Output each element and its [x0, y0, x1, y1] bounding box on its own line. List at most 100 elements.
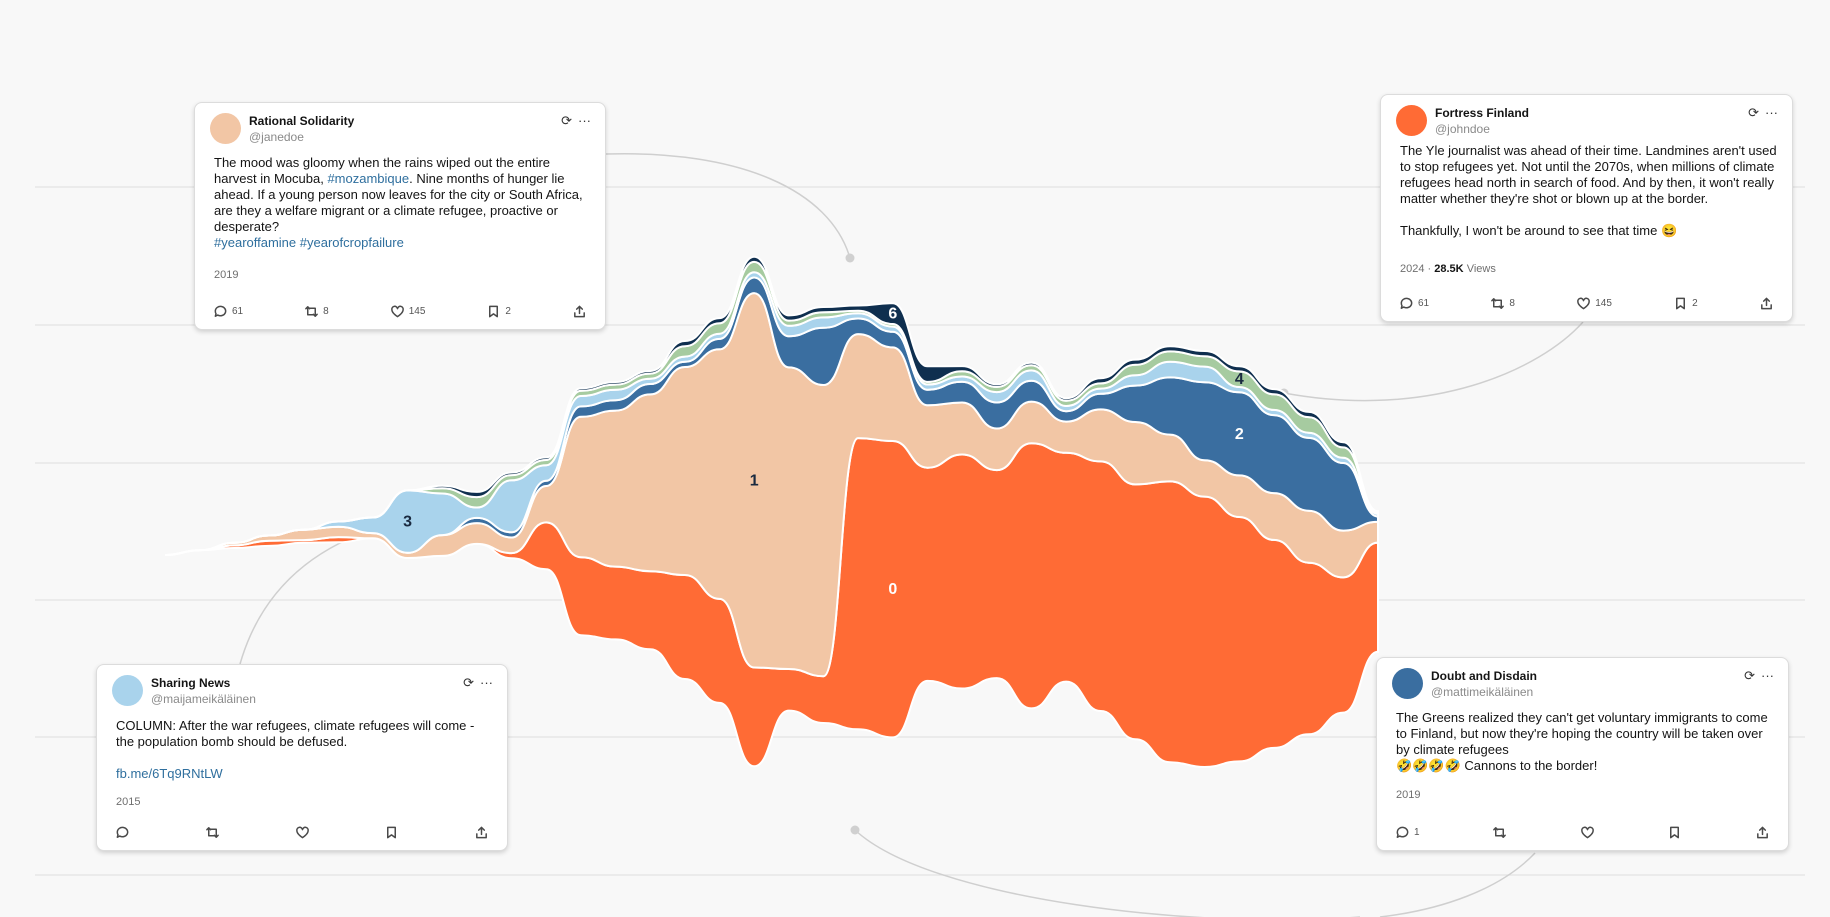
tweet-link[interactable]: fb.me/6Tq9RNtLW: [116, 766, 223, 781]
tweet-text-part: 🤣🤣🤣🤣 Cannons to the border!: [1396, 758, 1598, 773]
reply-icon: [214, 305, 227, 317]
share-icon: [1761, 297, 1772, 309]
retweet-count: 8: [1509, 297, 1515, 309]
tweet-paragraph: COLUMN: After the war refugees, climate …: [116, 718, 475, 749]
reply-icon: [1396, 826, 1409, 838]
heart-icon: [295, 826, 309, 838]
author-handle[interactable]: @maijameikäläinen: [151, 692, 256, 706]
like-button[interactable]: [1580, 825, 1595, 840]
tweet-card-sharing-news[interactable]: Sharing News @maijameikäläinen ⟳ ··· COLU…: [96, 664, 508, 851]
stream-label-0: 0: [888, 581, 897, 598]
bookmark-button[interactable]: [1667, 825, 1682, 840]
hashtag-link[interactable]: #mozambique: [327, 171, 410, 186]
share-button[interactable]: [1755, 825, 1770, 840]
avatar[interactable]: [1392, 668, 1423, 699]
bookmark-icon: [1676, 297, 1686, 309]
stream-label-4: 4: [1235, 371, 1244, 388]
stream-layer-6[interactable]: [164, 255, 1379, 556]
author-name[interactable]: Doubt and Disdain: [1431, 669, 1537, 683]
tweet-text-part: The mood was gloomy when the rains wiped…: [214, 155, 551, 186]
bookmark-button[interactable]: [384, 825, 399, 840]
more-icon[interactable]: ···: [1765, 105, 1778, 120]
hashtag-links[interactable]: #yearoffamine #yearofcropfailure: [214, 235, 404, 250]
bookmark-icon: [1670, 826, 1680, 838]
tweet-actions: 61 8 145 2: [213, 303, 587, 319]
author-name[interactable]: Sharing News: [151, 676, 231, 690]
reply-count: 1: [1414, 826, 1420, 838]
more-icon[interactable]: ···: [1761, 668, 1774, 683]
refresh-icon[interactable]: ⟳: [561, 113, 572, 128]
tweet-date-views: 2024 · 28.5K Views: [1400, 263, 1496, 275]
more-icon[interactable]: ···: [480, 675, 493, 690]
like-button[interactable]: 145: [1576, 296, 1612, 311]
retweet-count: 8: [323, 305, 329, 317]
connector-dot-rational-solidarity: [845, 253, 855, 263]
connector-rational-solidarity: [605, 152, 851, 259]
refresh-icon[interactable]: ⟳: [463, 675, 474, 690]
like-button[interactable]: [295, 825, 310, 840]
retweet-button[interactable]: [1492, 825, 1507, 840]
reply-button[interactable]: [115, 825, 130, 840]
avatar[interactable]: [210, 113, 241, 144]
tweet-paragraph: Thankfully, I won't be around to see tha…: [1400, 223, 1678, 238]
bookmark-button[interactable]: 2: [486, 304, 511, 319]
share-button[interactable]: [1759, 296, 1774, 311]
reply-count: 61: [1418, 297, 1430, 309]
bookmark-count: 2: [505, 305, 511, 317]
tweet-actions: 1: [1395, 824, 1770, 840]
stream-label-3: 3: [403, 514, 412, 531]
retweet-button[interactable]: 8: [1490, 296, 1515, 311]
reply-icon: [1400, 297, 1413, 309]
tweet-card-doubt-and-disdain[interactable]: Doubt and Disdain @mattimeikäläinen ⟳ ···…: [1376, 657, 1789, 851]
author-handle[interactable]: @janedoe: [249, 130, 304, 144]
stream-label-6: 6: [888, 306, 897, 323]
retweet-icon: [1493, 826, 1507, 838]
like-count: 145: [408, 305, 426, 317]
author-handle[interactable]: @johndoe: [1435, 122, 1490, 136]
connector-fortress-finland: [1283, 321, 1584, 402]
tweet-card-fortress-finland[interactable]: Fortress Finland @johndoe ⟳ ··· The Yle j…: [1380, 94, 1793, 322]
reply-button[interactable]: 61: [213, 304, 243, 319]
like-button[interactable]: 145: [390, 304, 426, 319]
stream-label-2: 2: [1235, 426, 1244, 443]
more-icon[interactable]: ···: [578, 113, 591, 128]
tweet-controls: ⟳ ···: [555, 113, 591, 129]
tweet-text-part: The Greens realized they can't get volun…: [1396, 710, 1768, 757]
share-button[interactable]: [474, 825, 489, 840]
tweet-date: 2019: [1396, 789, 1421, 801]
tweet-card-rational-solidarity[interactable]: Rational Solidarity @janedoe ⟳ ··· The mo…: [194, 102, 606, 330]
reply-button[interactable]: 61: [1399, 296, 1429, 311]
retweet-icon: [205, 826, 219, 838]
tweet-date: 2015: [116, 796, 141, 808]
stream-layers: [164, 255, 1379, 769]
refresh-icon[interactable]: ⟳: [1744, 668, 1755, 683]
tweet-controls: ⟳ ···: [1738, 668, 1774, 684]
reply-count: 61: [232, 305, 244, 317]
tweet-text: COLUMN: After the war refugees, climate …: [116, 718, 493, 782]
author-handle[interactable]: @mattimeikäläinen: [1431, 685, 1534, 699]
heart-icon: [1577, 297, 1591, 309]
stream-labels: 0 1 2 3 4 6: [403, 306, 1244, 599]
author-name[interactable]: Rational Solidarity: [249, 114, 355, 128]
tweet-text: The mood was gloomy when the rains wiped…: [214, 155, 591, 251]
author-name[interactable]: Fortress Finland: [1435, 106, 1530, 120]
retweet-button[interactable]: 8: [304, 304, 329, 319]
tweet-date: 2019: [214, 269, 239, 281]
bookmark-count: 2: [1692, 297, 1698, 309]
refresh-icon[interactable]: ⟳: [1748, 105, 1759, 120]
tweet-controls: ⟳ ···: [1742, 105, 1778, 121]
tweet-text: The Yle journalist was ahead of their ti…: [1400, 143, 1778, 239]
share-icon: [1757, 826, 1768, 838]
share-icon: [476, 826, 487, 838]
reply-icon: [116, 826, 129, 838]
share-button[interactable]: [572, 304, 587, 319]
tweet-text: The Greens realized they can't get volun…: [1396, 710, 1774, 774]
tweet-header: Rational Solidarity @janedoe ⟳ ···: [210, 113, 591, 149]
tweet-controls: ⟳ ···: [457, 675, 493, 691]
retweet-button[interactable]: [205, 825, 220, 840]
avatar[interactable]: [1396, 105, 1427, 136]
reply-button[interactable]: 1: [1395, 825, 1420, 840]
bookmark-button[interactable]: 2: [1673, 296, 1698, 311]
avatar[interactable]: [112, 675, 143, 706]
